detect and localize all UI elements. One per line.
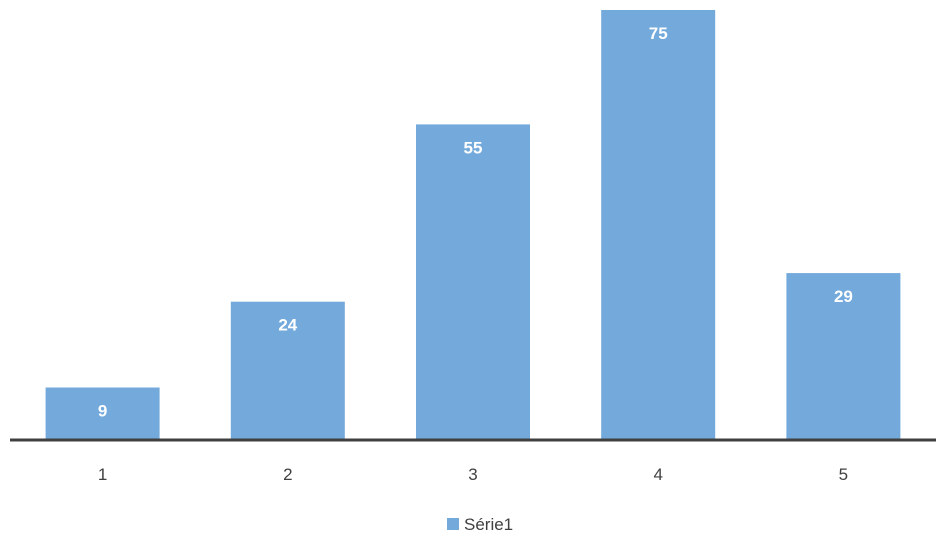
- bar-5: [786, 273, 901, 439]
- bar-3: [416, 124, 530, 440]
- bar-1: [45, 387, 160, 439]
- data-label-5: 29: [834, 287, 853, 306]
- x-tick-labels: 1 2 3 4 5: [98, 465, 848, 484]
- data-label-2: 24: [278, 316, 297, 335]
- data-label-1: 9: [98, 402, 107, 421]
- bar-4: [601, 10, 716, 439]
- x-tick-label-4: 4: [653, 465, 662, 484]
- legend: Série1: [447, 515, 513, 534]
- x-tick-label-3: 3: [468, 465, 477, 484]
- legend-swatch: [447, 518, 459, 530]
- data-label-3: 55: [464, 138, 483, 157]
- x-tick-label-5: 5: [839, 465, 848, 484]
- x-tick-label-1: 1: [98, 465, 107, 484]
- legend-label: Série1: [464, 515, 513, 534]
- bar-2: [230, 301, 345, 439]
- x-tick-label-2: 2: [283, 465, 292, 484]
- bars-layer: [45, 10, 901, 440]
- data-labels-layer: 9 24 55 75 29: [98, 24, 853, 421]
- data-label-4: 75: [649, 24, 668, 43]
